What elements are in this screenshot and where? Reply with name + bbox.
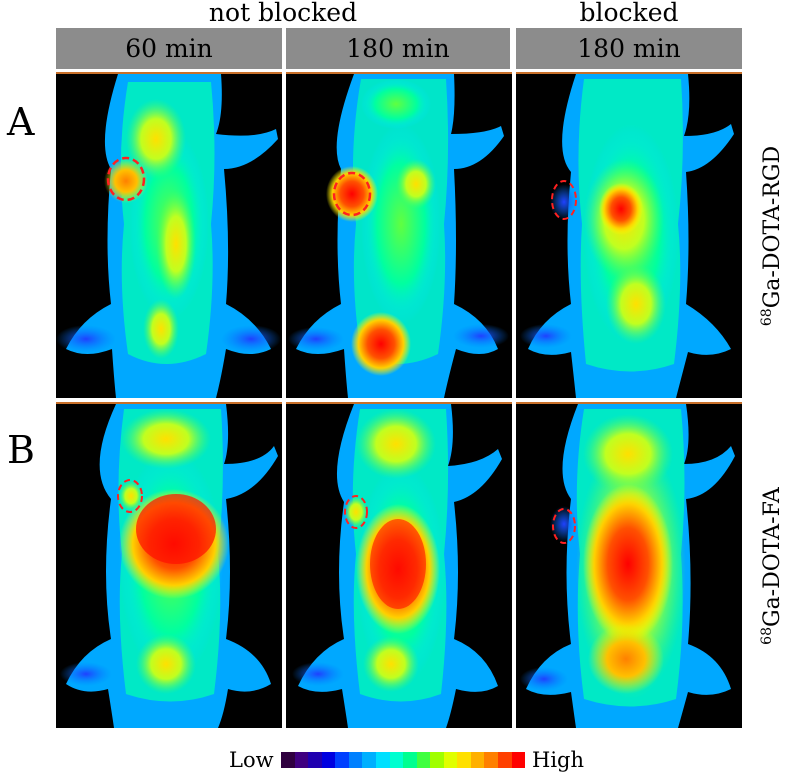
- tracer-label-fa: 68Ga-DOTA-FA: [759, 487, 785, 645]
- column-header-180min: 180 min: [286, 28, 510, 69]
- colorscale-swatch: [403, 752, 417, 768]
- colorscale-swatch: [321, 752, 336, 768]
- colorscale-swatch: [281, 752, 295, 768]
- colorscale-swatch: [308, 752, 322, 768]
- group-label-not-blocked: not blocked: [208, 0, 358, 27]
- colorscale-swatch: [348, 752, 363, 768]
- roi-marker: [344, 495, 368, 529]
- colorscale-swatch: [416, 752, 431, 768]
- colorscale-bar: [281, 752, 526, 768]
- pet-image-rgd-60min: [56, 72, 282, 398]
- column-header-180min-blocked: 180 min: [516, 28, 742, 69]
- tracer-label-rgd-isotope: 68: [758, 308, 775, 327]
- pet-image-rgd-180min: [286, 72, 512, 398]
- row-label-b: B: [7, 428, 35, 472]
- tracer-label-rgd-text: Ga-DOTA-RGD: [760, 145, 786, 309]
- row-label-a: A: [7, 100, 35, 144]
- colorscale-swatch: [470, 752, 485, 768]
- colorscale-swatch: [443, 752, 458, 768]
- colorscale-swatch: [389, 752, 404, 768]
- colorscale-swatch: [335, 752, 349, 768]
- colorscale-swatch: [430, 752, 444, 768]
- tracer-label-rgd: 68Ga-DOTA-RGD: [759, 146, 785, 326]
- tracer-label-fa-isotope: 68: [758, 627, 775, 645]
- pet-image-fa-180min: [286, 402, 512, 728]
- roi-marker: [117, 479, 143, 513]
- colorscale-swatch: [362, 752, 376, 768]
- column-header-60min: 60 min: [56, 28, 282, 69]
- roi-marker: [552, 508, 576, 544]
- tracer-label-fa-text: Ga-DOTA-FA: [760, 487, 786, 628]
- pet-image-fa-180min-blocked: [516, 402, 742, 728]
- colorscale-swatch: [511, 752, 526, 768]
- legend-low-label: Low: [229, 748, 274, 772]
- pet-image-rgd-180min-blocked: [516, 72, 742, 398]
- roi-marker: [332, 171, 372, 217]
- colorscale-swatch: [457, 752, 471, 768]
- group-label-blocked: blocked: [579, 0, 679, 27]
- colorscale-swatch: [375, 752, 390, 768]
- colorscale-swatch: [484, 752, 498, 768]
- colorscale-swatch: [498, 752, 512, 768]
- pet-image-fa-60min: [56, 402, 282, 728]
- colorscale-swatch: [294, 752, 309, 768]
- roi-marker: [551, 180, 577, 220]
- roi-marker: [106, 156, 146, 202]
- legend-high-label: High: [532, 748, 584, 772]
